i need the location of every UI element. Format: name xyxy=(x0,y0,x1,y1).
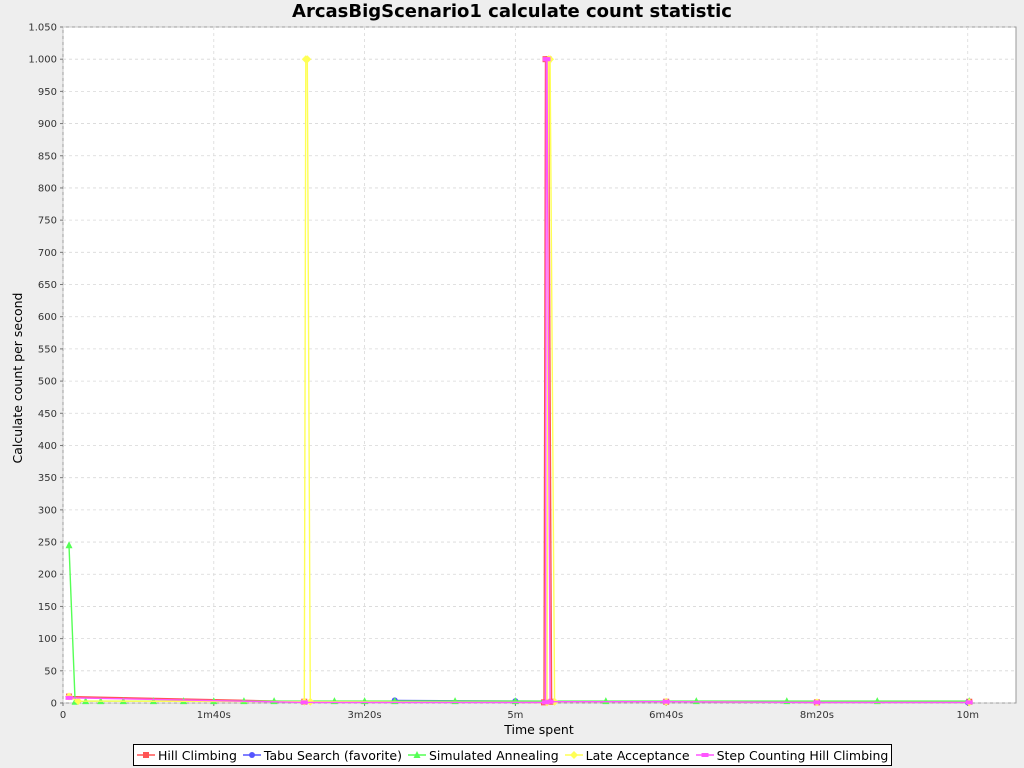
legend-marker xyxy=(413,751,421,758)
x-axis-label: Time spent xyxy=(503,722,574,737)
y-tick-label: 650 xyxy=(38,280,57,291)
chart-plot: 0 1m40s 3m20s 5m 6m40s 8m20s 10m 0 50 100 150 200 2… xyxy=(10,23,1017,737)
legend-item-hill-climbing: Hill Climbing xyxy=(137,748,237,763)
data-point xyxy=(300,700,308,705)
data-point xyxy=(149,697,157,705)
x-tick-label: 8m20s xyxy=(800,710,834,721)
x-tick-label: 6m40s xyxy=(649,710,683,721)
legend-label: Tabu Search (favorite) xyxy=(263,747,402,763)
legend-label: Hill Climbing xyxy=(158,747,237,763)
y-tick-label: 450 xyxy=(38,409,57,420)
y-tick-label: 700 xyxy=(38,248,57,259)
data-point xyxy=(965,700,973,705)
y-tick-label: 400 xyxy=(38,441,57,452)
series-layer xyxy=(65,55,974,707)
legend-marker xyxy=(701,753,709,757)
data-point xyxy=(662,699,670,704)
x-tick-label: 3m20s xyxy=(348,710,382,721)
data-point xyxy=(65,541,73,549)
data-point xyxy=(65,695,73,700)
y-axis-label: Calculate count per second xyxy=(10,293,25,464)
data-point xyxy=(543,57,551,62)
data-point xyxy=(303,55,312,64)
y-tick-label: 950 xyxy=(38,87,57,98)
y-tick-label: 1.050 xyxy=(28,23,57,34)
legend-item-late-acceptance: Late Acceptance xyxy=(564,747,690,763)
legend-swatch xyxy=(407,751,426,758)
y-axis-ticks: 0 50 100 150 200 250 300 350 400 450 500 550 600 650 7… xyxy=(28,23,63,710)
y-tick-label: 300 xyxy=(38,505,57,516)
legend-label: Step Counting Hill Climbing xyxy=(716,747,889,763)
legend-swatch xyxy=(695,753,714,757)
y-tick-label: 800 xyxy=(38,183,57,194)
y-tick-label: 0 xyxy=(51,699,57,710)
plot-area xyxy=(62,26,1017,704)
legend-marker xyxy=(143,752,149,758)
legend-marker xyxy=(569,751,578,759)
y-tick-label: 500 xyxy=(38,377,57,388)
data-point xyxy=(542,700,550,705)
y-tick-label: 900 xyxy=(38,119,57,130)
y-tick-label: 750 xyxy=(38,216,57,227)
legend-item-tabu-search-favorite: Tabu Search (favorite) xyxy=(242,747,402,763)
legend-label: Late Acceptance xyxy=(585,747,690,763)
x-tick-label: 1m40s xyxy=(197,710,231,721)
legend-swatch xyxy=(242,752,261,758)
legend-item-simulated-annealing: Simulated Annealing xyxy=(407,747,559,763)
y-tick-label: 200 xyxy=(38,570,57,581)
y-tick-label: 1.000 xyxy=(28,55,57,66)
y-tick-label: 600 xyxy=(38,312,57,323)
y-tick-label: 150 xyxy=(38,602,57,613)
legend-item-step-counting-hill-climbing: Step Counting Hill Climbing xyxy=(695,747,889,763)
y-tick-label: 50 xyxy=(44,666,57,677)
y-tick-label: 100 xyxy=(38,634,57,645)
x-tick-label: 5m xyxy=(507,710,523,721)
grid-lines xyxy=(62,26,1016,704)
data-point xyxy=(74,697,83,706)
y-tick-label: 350 xyxy=(38,473,57,484)
data-point xyxy=(546,699,554,704)
legend-swatch xyxy=(564,751,583,759)
data-point xyxy=(813,700,821,705)
y-tick-label: 550 xyxy=(38,344,57,355)
x-tick-label: 0 xyxy=(60,710,66,721)
x-axis-ticks: 0 1m40s 3m20s 5m 6m40s 8m20s 10m xyxy=(60,703,979,721)
series-step-counting-hill-climbing xyxy=(65,57,973,705)
y-tick-label: 850 xyxy=(38,151,57,162)
y-tick-label: 250 xyxy=(38,538,57,549)
legend-swatch xyxy=(137,752,155,758)
legend-label: Simulated Annealing xyxy=(428,747,559,763)
legend: Hill Climbing Tabu Search (favorite) Simul… xyxy=(133,744,893,766)
x-tick-label: 10m xyxy=(957,710,979,721)
chart-title: ArcasBigScenario1 calculate count statis… xyxy=(292,1,732,22)
legend-marker xyxy=(248,752,255,758)
